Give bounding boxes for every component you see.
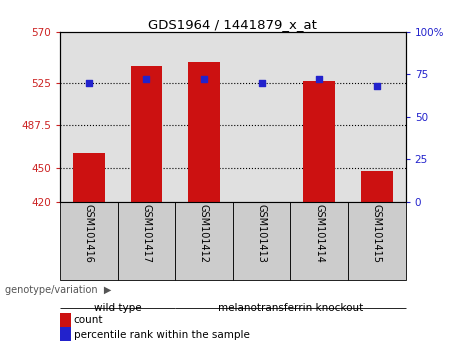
Text: GSM101413: GSM101413 [257,204,266,263]
Text: GSM101412: GSM101412 [199,204,209,263]
Bar [130,66,162,202]
Bar [290,202,348,280]
Text: GSM101416: GSM101416 [84,204,94,263]
Bar [303,81,335,202]
Text: melanotransferrin knockout: melanotransferrin knockout [218,303,363,313]
Point [85,80,92,86]
Text: genotype/variation  ▶: genotype/variation ▶ [5,285,111,295]
Bar [233,202,290,280]
Bar [348,202,406,280]
Point [315,76,323,82]
Point [258,80,266,86]
Text: percentile rank within the sample: percentile rank within the sample [74,330,250,339]
Bar [361,171,393,202]
Text: wild type: wild type [94,303,142,313]
Title: GDS1964 / 1441879_x_at: GDS1964 / 1441879_x_at [148,18,317,31]
Bar [118,202,175,280]
Point [142,76,150,82]
Point [373,84,381,89]
Text: GSM101415: GSM101415 [372,204,382,263]
Bar [188,62,220,202]
Text: count: count [74,315,103,325]
Bar [175,202,233,280]
Bar [73,153,105,202]
Bar [60,202,118,280]
Text: GSM101414: GSM101414 [314,204,324,263]
Point [200,76,207,82]
Text: GSM101417: GSM101417 [142,204,151,263]
